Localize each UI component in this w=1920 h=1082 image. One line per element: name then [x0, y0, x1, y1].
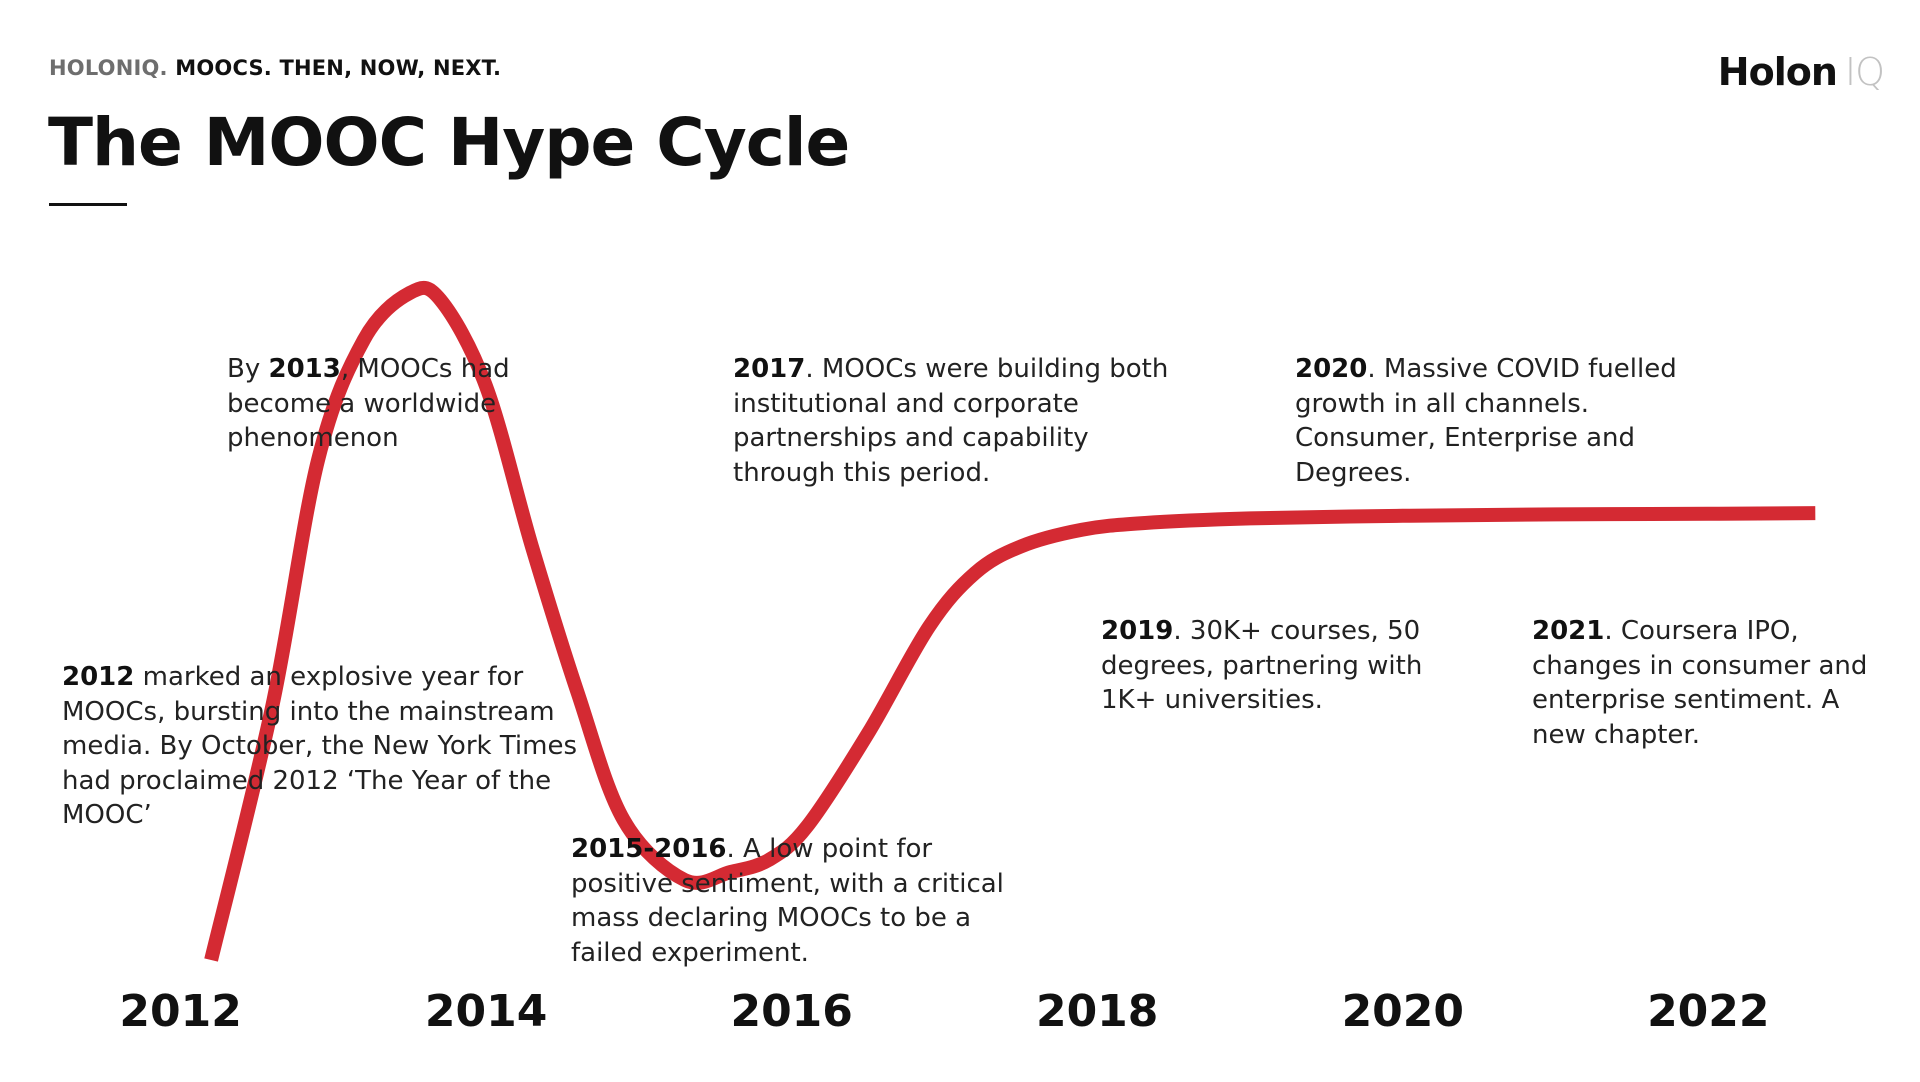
hype-curve-line-0: [204, 280, 1816, 962]
logo-main-text: Holon: [1717, 50, 1838, 94]
title-underline: [49, 203, 127, 206]
annotation-year: 2020: [1295, 354, 1368, 384]
annotation-text: . Massive COVID fuelled growth in all ch…: [1295, 354, 1677, 488]
kicker-text: MOOCS. THEN, NOW, NEXT.: [175, 56, 502, 80]
annotation-text: . 30K+ courses, 50 degrees, partnering w…: [1101, 616, 1423, 715]
x-tick-label: 2020: [1342, 986, 1464, 1037]
logo-sub-text: IQ: [1844, 50, 1885, 94]
annotation-year: 2021: [1532, 616, 1605, 646]
annotation-n2015: 2015-2016. A low point for positive sent…: [571, 832, 1041, 970]
annotation-n2012: 2012 marked an explosive year for MOOCs,…: [62, 660, 582, 833]
x-tick-label: 2012: [119, 986, 241, 1037]
annotation-n2019: 2019. 30K+ courses, 50 degrees, partneri…: [1101, 614, 1461, 718]
annotation-year: 2012: [62, 662, 135, 692]
kicker-brand: HOLONIQ.: [49, 56, 168, 80]
annotation-year: 2015-2016: [571, 834, 727, 864]
annotation-text: . A low point for positive sentiment, wi…: [571, 834, 1004, 968]
annotation-n2020: 2020. Massive COVID fuelled growth in al…: [1295, 352, 1715, 490]
annotation-text: marked an explosive year for MOOCs, burs…: [62, 662, 578, 830]
annotation-n2021: 2021. Coursera IPO, changes in consumer …: [1532, 614, 1892, 752]
annotation-text: . MOOCs were building both institutional…: [733, 354, 1169, 488]
annotation-n2017: 2017. MOOCs were building both instituti…: [733, 352, 1173, 490]
x-tick-label: 2014: [425, 986, 547, 1037]
annotation-year: 2017: [733, 354, 806, 384]
annotation-n2013: By 2013, MOOCs had become a worldwide ph…: [227, 352, 527, 456]
annotation-text: . Coursera IPO, changes in consumer and …: [1532, 616, 1868, 750]
x-tick-label: 2018: [1036, 986, 1158, 1037]
x-tick-label: 2022: [1647, 986, 1769, 1037]
holoniq-logo: Holon IQ: [1717, 50, 1885, 94]
annotation-year: 2013: [268, 354, 341, 384]
annotation-text: , MOOCs had become a worldwide phenomeno…: [227, 354, 510, 453]
page-title: The MOOC Hype Cycle: [48, 104, 850, 181]
x-tick-label: 2016: [730, 986, 852, 1037]
annotation-prefix: By: [227, 354, 269, 384]
annotation-year: 2019: [1101, 616, 1174, 646]
kicker: HOLONIQ. MOOCS. THEN, NOW, NEXT.: [49, 56, 501, 80]
